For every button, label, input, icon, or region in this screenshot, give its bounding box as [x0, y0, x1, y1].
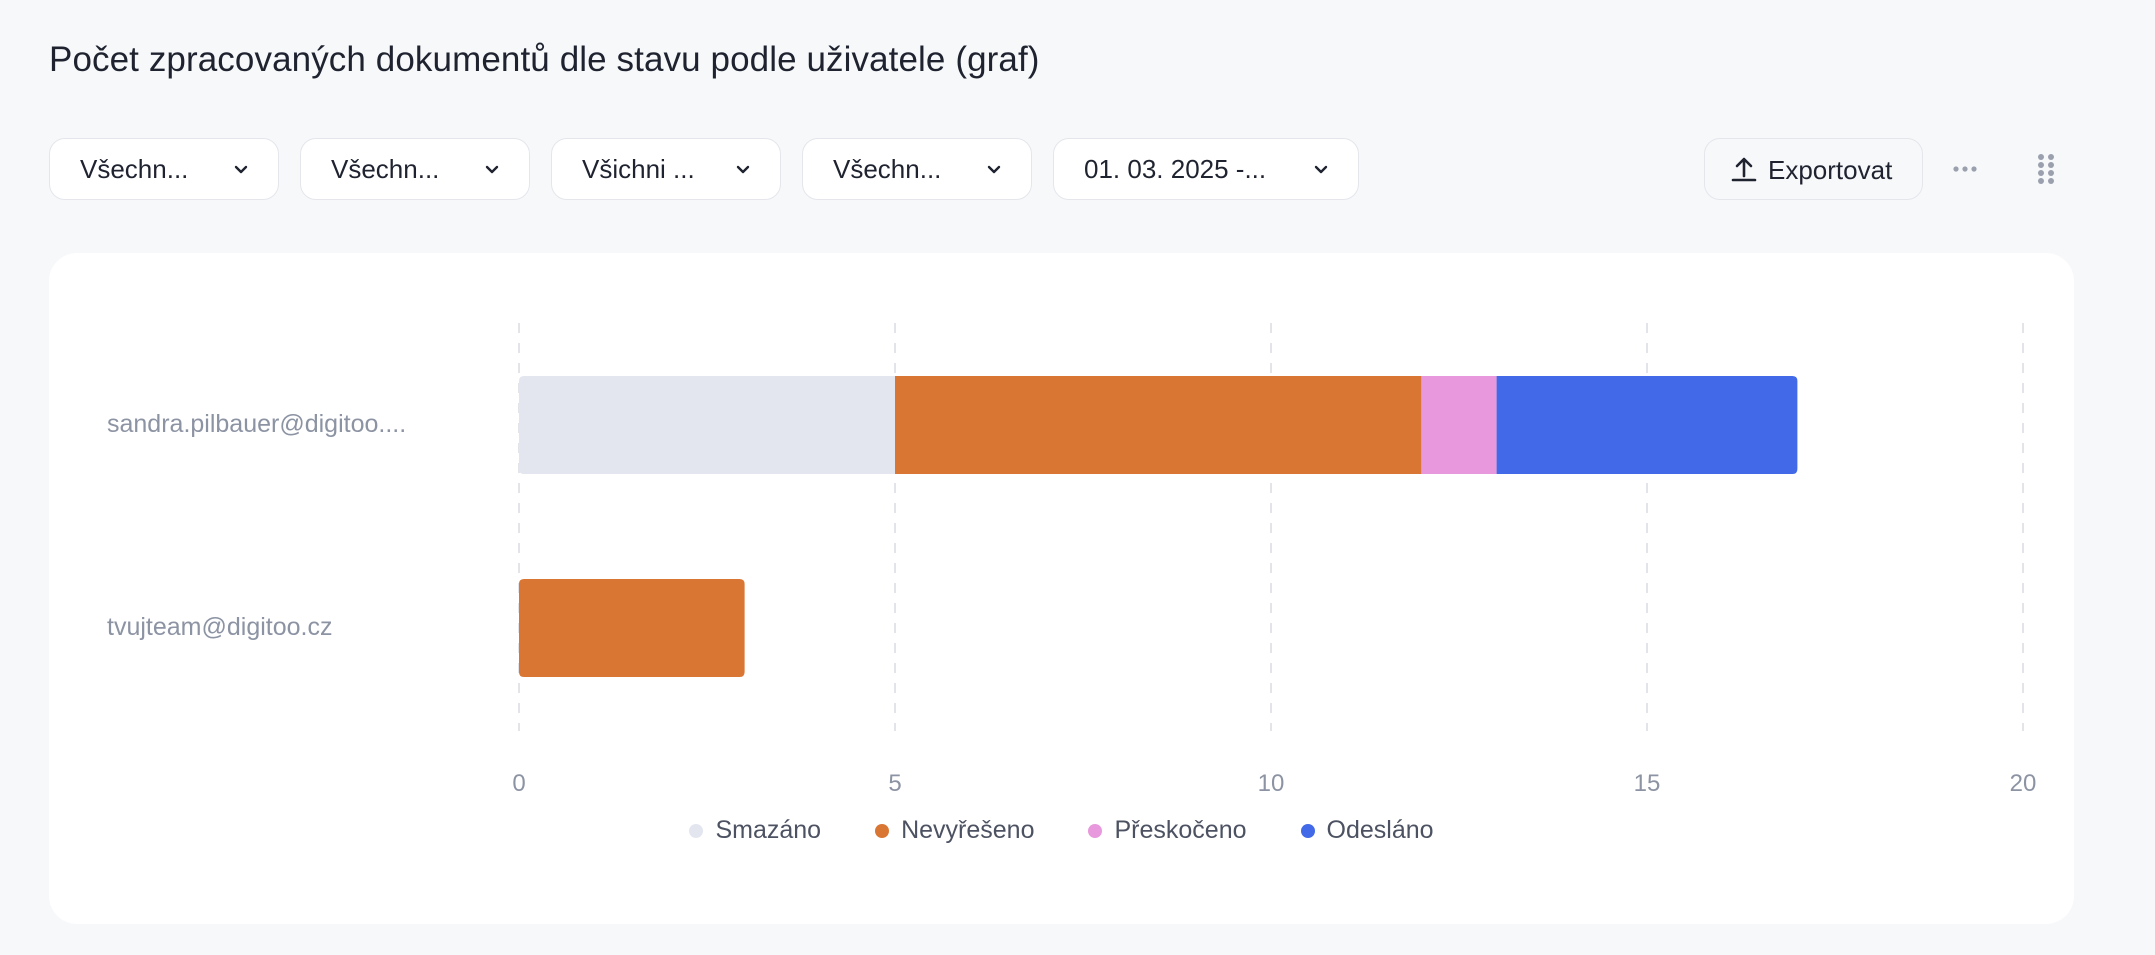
x-tick-label: 0 [512, 770, 526, 797]
filter-1-label: Všechn... [80, 153, 189, 184]
category-label: sandra.pilbauer@digitoo.... [107, 410, 407, 438]
chart-card: sandra.pilbauer@digitoo.... tvujteam@digi… [49, 253, 2074, 924]
filter-4-label: Všechn... [833, 153, 942, 184]
toolbar: Všechn... Všechn... Všichni ... Všechn..… [49, 138, 2106, 202]
chart-legend: Smazáno Nevyřešeno Přeskočeno Odesláno [49, 816, 2074, 845]
x-tick-label: 10 [1257, 770, 1285, 797]
x-tick-label: 15 [1633, 770, 1661, 797]
legend-item[interactable]: Odesláno [1300, 816, 1434, 845]
bar-segment-preskoceno[interactable] [1421, 376, 1497, 474]
legend-item[interactable]: Smazáno [689, 816, 821, 845]
filter-dropdown-2[interactable]: Všechn... [300, 138, 530, 200]
chevron-down-icon [1314, 165, 1328, 174]
chevron-down-icon [987, 165, 1001, 174]
legend-label: Smazáno [715, 816, 822, 844]
x-tick-label: 20 [2009, 770, 2037, 797]
legend-dot [1088, 823, 1103, 838]
filter-dropdown-1[interactable]: Všechn... [49, 138, 279, 200]
filter-2-label: Všechn... [331, 153, 440, 184]
legend-label: Přeskočeno [1114, 816, 1247, 844]
chevron-down-icon [736, 165, 750, 174]
bar-segment-nevyreseno[interactable] [519, 579, 745, 677]
chevron-down-icon [234, 165, 248, 174]
date-range-label: 01. 03. 2025 -... [1084, 153, 1267, 184]
export-button-label: Exportovat [1768, 155, 1893, 185]
bar-segment-odeslano[interactable] [1496, 376, 1798, 474]
legend-item[interactable]: Přeskočeno [1088, 816, 1247, 845]
filter-3-label: Všichni ... [582, 153, 695, 184]
stacked-bar-chart [518, 323, 2024, 731]
x-tick-label: 5 [888, 770, 902, 797]
legend-label: Nevyřešeno [901, 816, 1035, 844]
date-range-dropdown[interactable]: 01. 03. 2025 -... [1053, 138, 1359, 200]
legend-dot [689, 823, 704, 838]
filter-dropdown-3[interactable]: Všichni ... [551, 138, 781, 200]
chevron-down-icon [485, 165, 499, 174]
page-title: Počet zpracovaných dokumentů dle stavu p… [49, 40, 1040, 79]
filter-dropdown-4[interactable]: Všechn... [802, 138, 1032, 200]
upload-icon [1731, 157, 1757, 182]
legend-label: Odesláno [1326, 816, 1434, 844]
more-horizontal-icon[interactable] [1950, 154, 1980, 184]
legend-dot [875, 823, 890, 838]
bar-segment-nevyreseno[interactable] [895, 376, 1422, 474]
legend-dot [1300, 823, 1315, 838]
export-button[interactable]: Exportovat [1704, 138, 1923, 200]
drag-handle-icon[interactable] [2031, 152, 2061, 186]
legend-item[interactable]: Nevyřešeno [875, 816, 1034, 845]
category-label: tvujteam@digitoo.cz [107, 613, 333, 641]
bar-segment-smazano[interactable] [519, 376, 895, 474]
